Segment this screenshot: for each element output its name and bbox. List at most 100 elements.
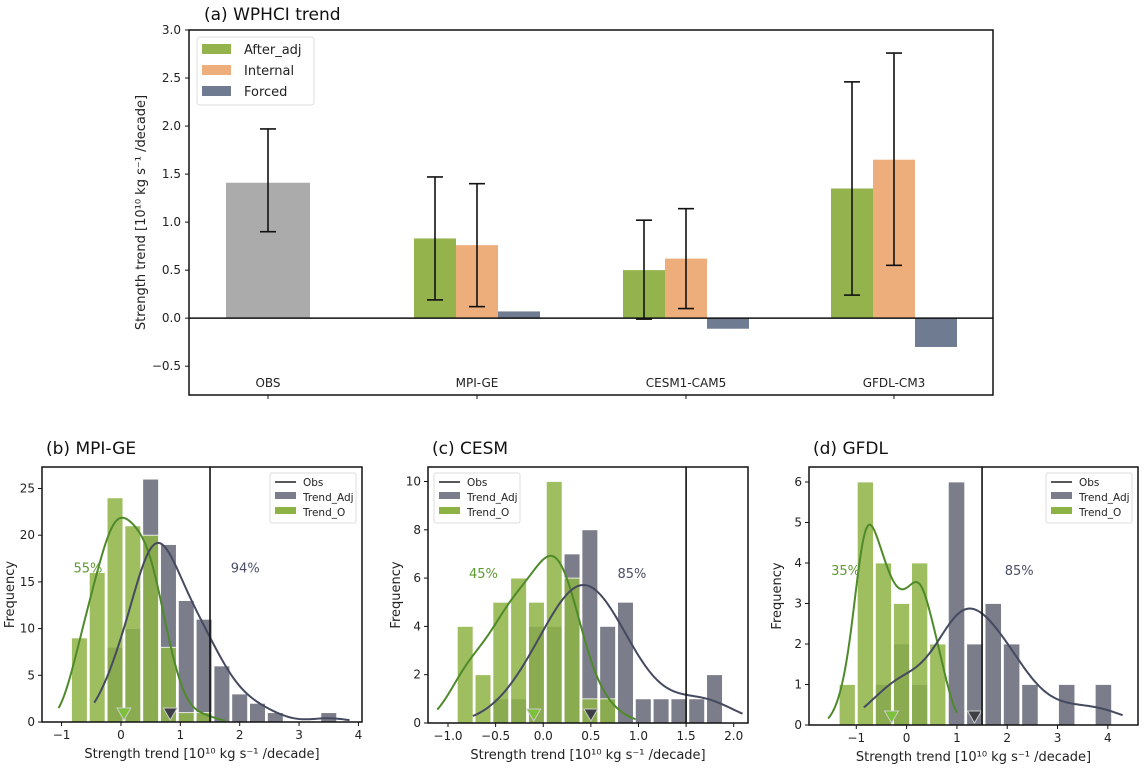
trend-adj-bar [688,698,706,724]
trend-adj-bar [984,603,1002,726]
trend-adj-percentage: 85% [618,567,647,582]
x-axis-label: Strength trend [10¹⁰ kg s⁻¹ /decade] [470,748,705,763]
legend-trend-adj-swatch [1051,492,1072,499]
trend-o-kde-curve [57,516,226,722]
trend-adj-bar [1094,684,1112,726]
legend-label-internal: Internal [244,64,294,79]
axes-frame [188,29,994,396]
trend-o-mean-marker [116,707,132,721]
trend-o-bar [911,562,929,726]
trend-o-bar [929,643,947,726]
legend-label-obs: Obs [467,477,487,489]
x-tick-label: 2.0 [724,729,743,743]
y-tick-label: 6 [794,475,802,489]
legend-label-trend-adj: Trend_Adj [302,492,354,504]
y-tick-label: 0.5 [162,263,181,277]
trend-o-mean-marker [883,710,900,724]
y-tick-label: 25 [20,481,35,495]
trend-o-bar [474,674,492,724]
legend-trend-o-swatch [439,507,460,514]
y-tick-label: 1.0 [162,215,181,229]
x-tick-label: 0 [117,728,125,742]
x-tick-label: 0.0 [534,729,553,743]
trend-adj-percentage: 94% [231,562,260,577]
trend-adj-bar [231,693,249,723]
y-tick-label: 2.0 [162,119,181,133]
legend-swatch-internal [202,65,231,75]
trend-adj-kde-curve [863,607,1123,717]
trend-adj-bar [670,698,688,724]
x-tick-label: −0.5 [481,729,510,743]
trend-o-bar [71,637,88,723]
y-tick-label: 2.5 [162,71,181,85]
trend-adj-bar [1003,643,1021,726]
legend-label-obs: Obs [303,477,323,489]
y-tick-label: 8 [413,523,421,537]
legend-trend-adj-swatch [275,492,296,499]
y-tick-label: 0 [794,718,802,732]
trend-o-bar [177,712,195,723]
trend-o-bar [856,481,874,726]
y-tick-label: 5 [27,668,35,682]
y-tick-label: 10 [20,622,35,636]
bar-forced-cesm1-cam5 [707,318,749,329]
y-tick-label: 4 [413,619,421,633]
x-tick-label: MPI-GE [456,376,499,390]
y-tick-label: 3 [794,596,802,610]
trend-o-percentage: 35% [831,564,860,579]
trend-adj-bar [617,601,634,724]
trend-o-bar [142,534,159,723]
panel-a: (a) WPHCI trend −0.5 0.0 0.5 1.0 1.5 2.0 2.5 3.0… [134,5,994,399]
y-tick-label: 6 [413,571,421,585]
trend-adj-bar [652,698,670,724]
panel-title: (b) MPI-GE [46,439,136,459]
legend-label-trend-o: Trend_O [302,507,345,519]
bar-forced-mpi-ge [498,311,540,319]
legend-label-forced: Forced [244,85,287,100]
trend-o-bar [874,562,892,726]
y-axis-label: Strength trend [10¹⁰ kg s⁻¹ /decade] [134,95,149,330]
trend-adj-kde-curve [93,541,350,722]
legend-trend-o-swatch [275,507,296,514]
y-tick-label: 0 [27,715,35,729]
y-tick-label: 0.0 [162,311,181,325]
y-axis-label: Frequency [389,561,404,628]
x-tick-label: GFDL-CM3 [863,376,926,390]
trend-o-bar [510,577,527,724]
y-tick-label: 3.0 [162,23,181,37]
trend-o-bar [124,525,142,723]
axes-frame [427,466,749,724]
axes-frame [41,466,363,723]
legend-trend-adj-swatch [439,492,460,499]
x-tick-label: 0 [903,731,911,745]
x-tick-label: 0.5 [581,729,600,743]
x-tick-label: −1.0 [433,729,462,743]
trend-o-bar [838,684,856,726]
y-tick-label: 15 [20,575,35,589]
x-tick-label: OBS [255,376,280,390]
legend-swatch-forced [202,86,231,96]
legend-label-obs: Obs [1079,477,1099,489]
trend-adj-mean-marker [582,708,599,722]
y-tick-label: 1.5 [162,167,181,181]
y-tick-label: 2 [794,637,802,651]
panel-a-title: (a) WPHCI trend [204,5,341,25]
legend-label-trend-adj: Trend_Adj [466,492,518,504]
legend-swatch-after_adj [202,44,231,54]
trend-adj-percentage: 85% [1005,564,1034,579]
trend-adj-mean-marker [966,710,983,724]
trend-o-bar [528,601,545,724]
trend-o-bar [599,698,616,724]
y-tick-label: −0.5 [152,359,181,373]
legend-label-trend-adj: Trend_Adj [1078,492,1130,504]
panel-c: (c) CESM 45% 85% −1.0 −0.5 0.0 0.5 1.0 1.5 2.0 0 2 4… [389,439,749,763]
trend-adj-bar [1058,684,1076,726]
x-axis-label: Strength trend [10¹⁰ kg s⁻¹ /decade] [84,747,319,762]
trend-adj-bar [213,665,231,723]
trend-adj-bar [634,698,652,724]
bar-forced-gfdl-cm3 [915,318,957,347]
x-tick-label: CESM1-CAM5 [646,376,726,390]
x-axis-label: Strength trend [10¹⁰ kg s⁻¹ /decade] [856,750,1091,765]
x-tick-label: 1.0 [629,729,648,743]
